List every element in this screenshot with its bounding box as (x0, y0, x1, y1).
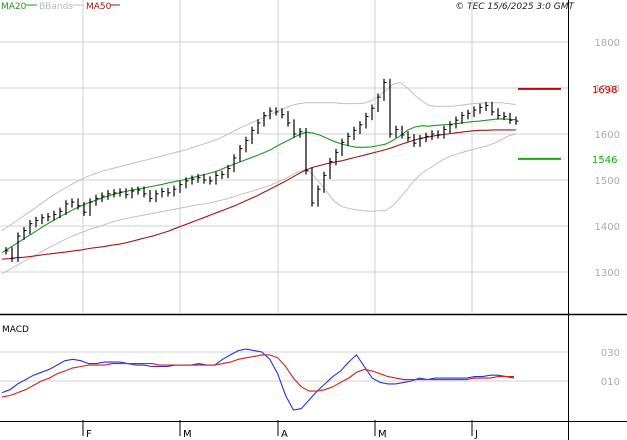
ma50-line (1, 129, 516, 260)
signal-line (1, 354, 514, 398)
macd-tick-label: 010 (601, 377, 620, 388)
ma20-line (1, 118, 517, 254)
bbands-upper-line (1, 81, 517, 232)
legend-ma50-label: MA50 (86, 2, 112, 12)
month-tick-label: M (378, 429, 387, 440)
month-tick-label: M (183, 429, 192, 440)
month-tick-label: A (281, 429, 288, 440)
price-tick-label: 1800 (595, 38, 620, 49)
bbands-lower-line (1, 133, 517, 275)
price-tick-label: 1600 (595, 130, 620, 141)
price-tick-label: 1300 (595, 268, 620, 279)
resistance-level-label: 1698 (592, 85, 617, 96)
copyright-timestamp: © TEC 15/6/2025 3:0 GMT (455, 2, 575, 12)
price-tick-label: 1400 (595, 222, 620, 233)
legend: MA20 BBands MA50 (1, 2, 120, 12)
price-tick-label: 1700 (595, 84, 620, 95)
month-tick-label: J (474, 429, 478, 440)
legend-ma20-label: MA20 (1, 2, 27, 12)
macd-tick-label: 030 (601, 348, 620, 359)
price-tick-label: 1500 (595, 176, 620, 187)
legend-bbands-label: BBands (39, 2, 73, 12)
month-tick-label: F (86, 429, 92, 440)
macd-panel-title: MACD (2, 325, 29, 335)
support-level-label: 1546 (592, 155, 617, 166)
